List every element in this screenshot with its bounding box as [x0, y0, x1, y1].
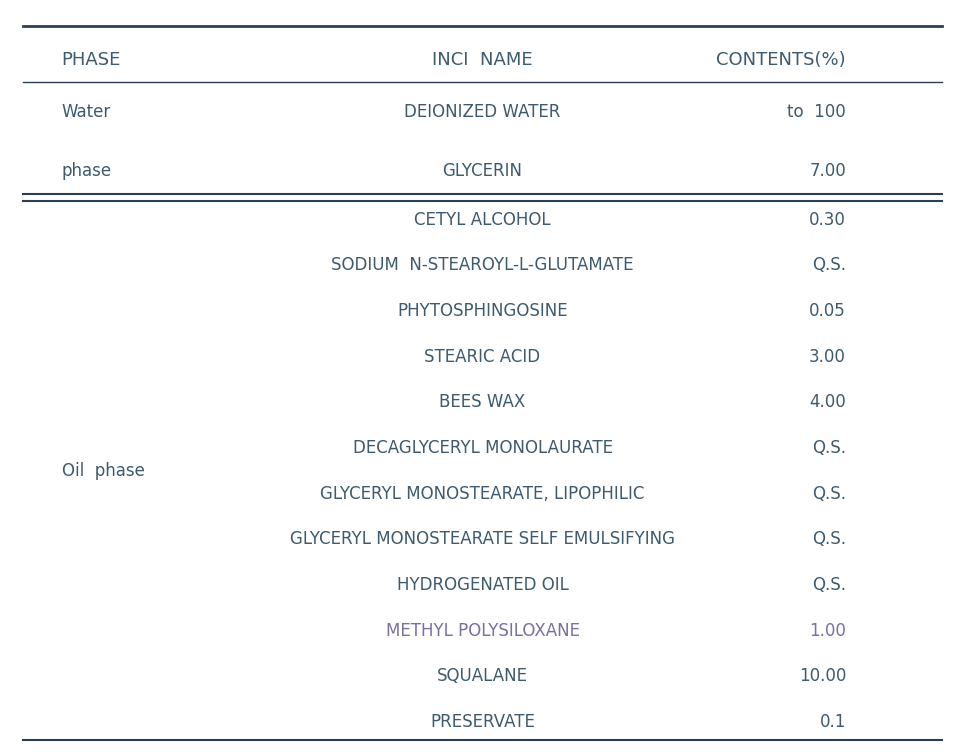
Text: 0.1: 0.1 — [819, 713, 846, 731]
Text: GLYCERIN: GLYCERIN — [443, 162, 522, 180]
Text: PHYTOSPHINGOSINE: PHYTOSPHINGOSINE — [398, 302, 567, 320]
Text: Q.S.: Q.S. — [812, 576, 846, 594]
Text: SQUALANE: SQUALANE — [437, 667, 528, 685]
Text: to  100: to 100 — [787, 103, 846, 121]
Text: INCI  NAME: INCI NAME — [432, 51, 533, 69]
Text: 3.00: 3.00 — [810, 347, 846, 365]
Text: Q.S.: Q.S. — [812, 484, 846, 502]
Text: DECAGLYCERYL MONOLAURATE: DECAGLYCERYL MONOLAURATE — [352, 439, 613, 457]
Text: GLYCERYL MONOSTEARATE SELF EMULSIFYING: GLYCERYL MONOSTEARATE SELF EMULSIFYING — [290, 530, 675, 548]
Text: Q.S.: Q.S. — [812, 530, 846, 548]
Text: PRESERVATE: PRESERVATE — [430, 713, 535, 731]
Text: STEARIC ACID: STEARIC ACID — [425, 347, 540, 365]
Text: Q.S.: Q.S. — [812, 256, 846, 274]
Text: Q.S.: Q.S. — [812, 439, 846, 457]
Text: SODIUM  N-STEAROYL-L-GLUTAMATE: SODIUM N-STEAROYL-L-GLUTAMATE — [331, 256, 634, 274]
Text: 0.30: 0.30 — [810, 211, 846, 229]
Text: 7.00: 7.00 — [810, 162, 846, 180]
Text: HYDROGENATED OIL: HYDROGENATED OIL — [397, 576, 568, 594]
Text: CETYL ALCOHOL: CETYL ALCOHOL — [414, 211, 551, 229]
Text: PHASE: PHASE — [62, 51, 121, 69]
Text: 1.00: 1.00 — [810, 622, 846, 639]
Text: Water: Water — [62, 103, 111, 121]
Text: 10.00: 10.00 — [799, 667, 846, 685]
Text: 0.05: 0.05 — [810, 302, 846, 320]
Text: DEIONIZED WATER: DEIONIZED WATER — [404, 103, 561, 121]
Text: CONTENTS(%): CONTENTS(%) — [716, 51, 846, 69]
Text: BEES WAX: BEES WAX — [439, 393, 526, 411]
Text: phase: phase — [62, 162, 112, 180]
Text: Oil  phase: Oil phase — [62, 462, 145, 480]
Text: GLYCERYL MONOSTEARATE, LIPOPHILIC: GLYCERYL MONOSTEARATE, LIPOPHILIC — [320, 484, 645, 502]
Text: 4.00: 4.00 — [810, 393, 846, 411]
Text: METHYL POLYSILOXANE: METHYL POLYSILOXANE — [385, 622, 580, 639]
